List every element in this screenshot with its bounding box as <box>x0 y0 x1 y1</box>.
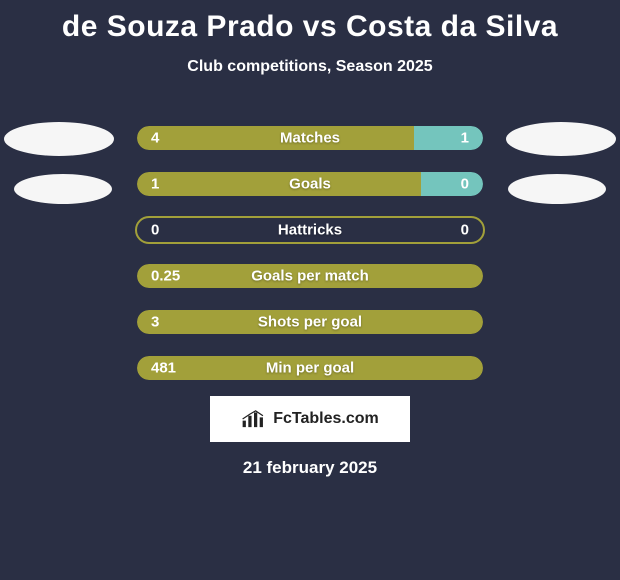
stat-value-left: 1 <box>151 176 159 193</box>
stat-row: 0 0 Hattricks <box>0 216 620 244</box>
stat-bar: 481 Min per goal <box>135 354 485 382</box>
stat-value-right: 0 <box>461 222 469 239</box>
stat-value-right: 1 <box>461 130 469 147</box>
fctables-logo-text: FcTables.com <box>273 410 379 428</box>
stat-label: Goals per match <box>251 268 369 285</box>
fctables-logo: FcTables.com <box>210 396 410 442</box>
stat-row: 1 0 Goals <box>0 170 620 198</box>
stat-row: 0.25 Goals per match <box>0 262 620 290</box>
stat-value-left: 481 <box>151 360 176 377</box>
stat-value-right: 0 <box>461 176 469 193</box>
comparison-subtitle: Club competitions, Season 2025 <box>0 58 620 76</box>
stat-label: Min per goal <box>266 360 354 377</box>
stat-bar: 4 1 Matches <box>135 124 485 152</box>
comparison-date: 21 february 2025 <box>0 458 620 478</box>
stat-bar: 1 0 Goals <box>135 170 485 198</box>
stat-label: Goals <box>289 176 331 193</box>
stat-value-left: 0 <box>151 222 159 239</box>
stat-label: Matches <box>280 130 340 147</box>
stats-list: 4 1 Matches 1 0 Goals 0 0 Hattricks 0.25 Goals per… <box>0 124 620 382</box>
stat-bar: 3 Shots per goal <box>135 308 485 336</box>
stat-bar: 0.25 Goals per match <box>135 262 485 290</box>
comparison-title: de Souza Prado vs Costa da Silva <box>0 0 620 44</box>
stat-row: 3 Shots per goal <box>0 308 620 336</box>
stat-value-left: 0.25 <box>151 268 180 285</box>
stat-row: 481 Min per goal <box>0 354 620 382</box>
bar-chart-icon <box>241 408 267 430</box>
stat-row: 4 1 Matches <box>0 124 620 152</box>
stat-value-left: 4 <box>151 130 159 147</box>
stat-value-left: 3 <box>151 314 159 331</box>
stat-label: Hattricks <box>278 222 342 239</box>
stat-bar: 0 0 Hattricks <box>135 216 485 244</box>
stat-label: Shots per goal <box>258 314 362 331</box>
